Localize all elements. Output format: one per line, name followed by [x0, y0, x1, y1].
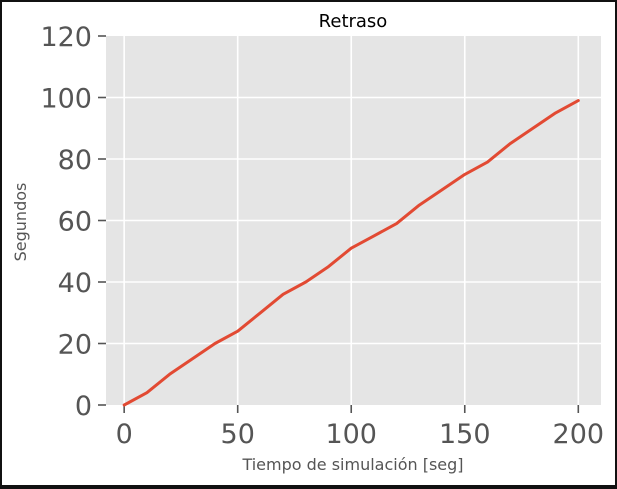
y-tick-label: 40	[58, 268, 92, 299]
x-tick-label: 150	[439, 419, 491, 450]
grid	[106, 36, 601, 405]
y-tick-label: 0	[75, 391, 92, 422]
x-tick-labels: 0 50 100 150 200	[116, 419, 604, 450]
x-tick-label: 100	[325, 419, 377, 450]
y-tick-label: 100	[40, 84, 92, 115]
y-axis-label: Segundos	[11, 183, 30, 262]
x-tick-label: 200	[553, 419, 605, 450]
chart-title: Retraso	[319, 11, 388, 32]
y-tick-label: 80	[58, 145, 92, 176]
x-tick-label: 50	[221, 419, 255, 450]
series-line	[122, 99, 580, 407]
y-tick-label: 120	[40, 22, 92, 53]
x-axis-label: Tiempo de simulación [seg]	[241, 455, 463, 474]
x-tick-label: 0	[116, 419, 133, 450]
y-tick-label: 20	[58, 330, 92, 361]
y-tick-labels: 0 20 40 60 80 100 120	[40, 22, 92, 422]
y-tick-label: 60	[58, 207, 92, 238]
